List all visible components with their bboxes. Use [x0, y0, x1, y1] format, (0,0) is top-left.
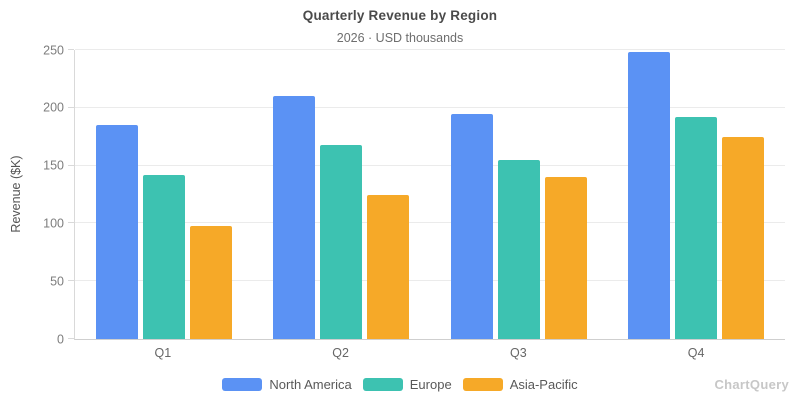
legend-item-asia-pacific[interactable]: Asia-Pacific [462, 377, 578, 392]
x-axis-labels: Q1 Q2 Q3 Q4 [74, 346, 785, 360]
legend-label-asia-pacific: Asia-Pacific [509, 377, 578, 392]
y-tickmark-200 [68, 106, 74, 108]
bar-north-america-q4[interactable] [628, 52, 671, 339]
y-tickmark-100 [68, 222, 74, 224]
chart-title: Quarterly Revenue by Region [302, 8, 498, 23]
bar-group-q4 [608, 50, 786, 339]
gridline-50 [75, 280, 785, 282]
legend: North America Europe Asia-Pacific [0, 377, 800, 392]
y-tickmark-250 [68, 49, 74, 50]
bar-asia-pacific-q4[interactable] [722, 136, 765, 339]
legend-swatch-asia-pacific [462, 378, 503, 391]
bar-group-q1 [75, 50, 253, 339]
gridline-250 [75, 49, 785, 50]
legend-item-europe[interactable]: Europe [362, 377, 452, 392]
y-axis-title: Revenue ($K) [9, 155, 23, 233]
bar-europe-q3[interactable] [497, 159, 540, 339]
y-tick-label-250: 250 [43, 42, 64, 57]
bar-europe-q1[interactable] [142, 174, 185, 339]
y-tickmark-150 [68, 164, 74, 166]
y-tick-label-50: 50 [50, 273, 64, 288]
bar-group-q3 [430, 50, 608, 339]
bar-north-america-q1[interactable] [95, 125, 138, 339]
x-axis-label-q4: Q4 [687, 346, 705, 360]
bars-container [75, 50, 785, 339]
bar-north-america-q2[interactable] [273, 96, 316, 339]
bar-europe-q2[interactable] [320, 144, 363, 339]
x-axis-label-q2: Q2 [332, 346, 349, 360]
watermark: ChartQuery [714, 377, 789, 392]
legend-label-north-america: North America [269, 377, 352, 392]
bar-europe-q4[interactable] [675, 117, 718, 339]
bar-asia-pacific-q1[interactable] [189, 225, 232, 339]
gridline-200 [75, 106, 785, 108]
chart-subtitle: 2026 · USD thousands [336, 31, 464, 45]
x-axis-label-q1: Q1 [154, 346, 172, 360]
y-tick-label-150: 150 [43, 158, 64, 173]
legend-swatch-north-america [222, 378, 263, 391]
y-tick-label-100: 100 [43, 216, 64, 231]
x-axis-label-q3: Q3 [510, 346, 527, 360]
bar-asia-pacific-q2[interactable] [367, 194, 410, 339]
gridline-150 [75, 164, 785, 166]
bar-asia-pacific-q3[interactable] [544, 177, 587, 339]
y-tickmark-0 [68, 338, 74, 339]
y-tick-label-0: 0 [57, 331, 64, 346]
legend-swatch-europe [362, 378, 403, 391]
y-tickmark-50 [68, 280, 74, 282]
bar-north-america-q3[interactable] [450, 113, 493, 339]
plot-area: 0 50 100 150 200 250 [43, 44, 785, 345]
y-tick-label-200: 200 [43, 100, 64, 115]
legend-item-north-america[interactable]: North America [222, 377, 352, 392]
bar-group-q2 [253, 50, 431, 339]
gridline-100 [75, 222, 785, 224]
legend-label-europe: Europe [409, 377, 452, 392]
